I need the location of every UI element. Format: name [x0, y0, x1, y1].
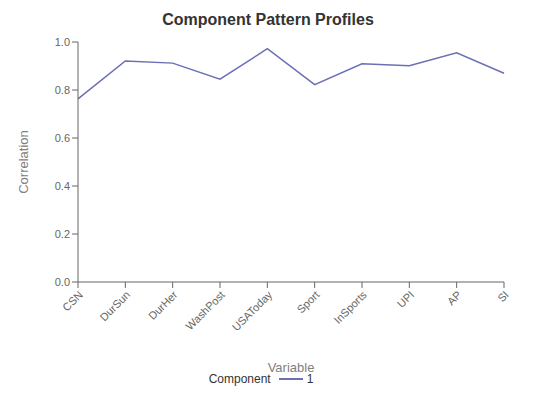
svg-text:0.8: 0.8	[55, 84, 70, 96]
svg-text:WashPost: WashPost	[183, 288, 227, 332]
svg-text:0.4: 0.4	[55, 180, 70, 192]
svg-text:CSN: CSN	[60, 288, 85, 313]
svg-text:Variable: Variable	[268, 360, 315, 375]
svg-text:0.2: 0.2	[55, 228, 70, 240]
svg-text:0.0: 0.0	[55, 276, 70, 288]
svg-text:Sport: Sport	[295, 288, 322, 315]
svg-text:Correlation: Correlation	[16, 130, 31, 194]
svg-text:InSports: InSports	[331, 288, 369, 326]
svg-text:0.6: 0.6	[55, 132, 70, 144]
svg-text:AP: AP	[445, 288, 464, 307]
svg-text:UPI: UPI	[395, 288, 416, 309]
svg-text:USAToday: USAToday	[230, 288, 275, 333]
html-text:1: 1	[306, 372, 314, 386]
svg-text:DurHer: DurHer	[146, 288, 180, 322]
html-text:Component Pattern Profiles: Component Pattern Profiles	[162, 11, 374, 28]
svg-text:1.0: 1.0	[55, 36, 70, 48]
svg-text:SI: SI	[495, 288, 511, 304]
html-text:Component: Component	[208, 372, 271, 386]
svg-text:DurSun: DurSun	[97, 288, 132, 323]
